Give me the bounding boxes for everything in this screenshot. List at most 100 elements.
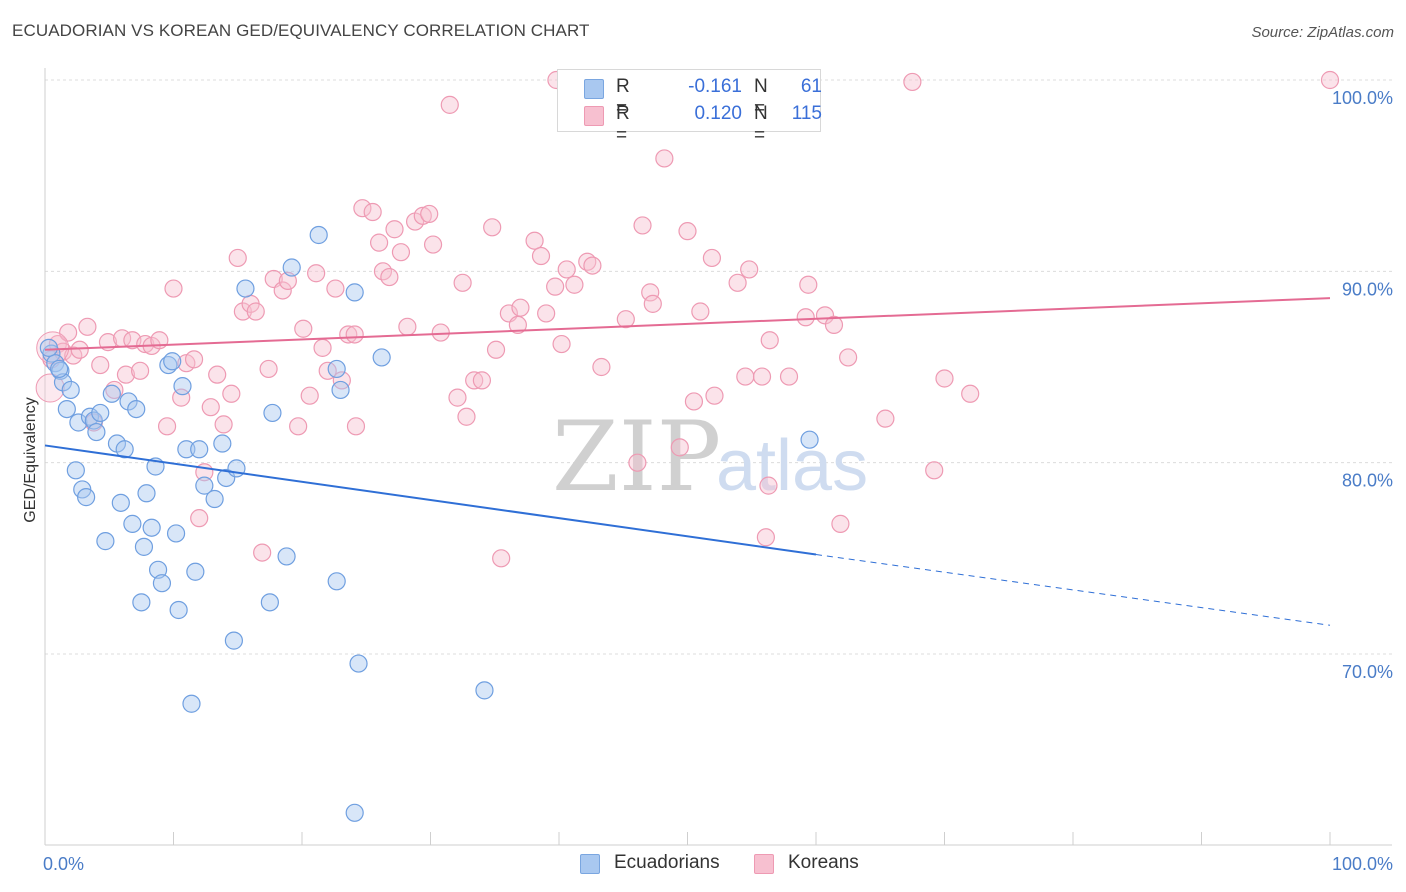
ecuadorians-point	[166, 524, 186, 543]
x-tick-label: 100.0%	[1332, 854, 1393, 874]
ecuadorians-point	[309, 225, 328, 245]
koreans-point	[228, 248, 247, 268]
koreans-point	[678, 222, 697, 241]
ecuadorians-point	[115, 440, 134, 459]
koreans-point	[423, 235, 443, 254]
ecuadorians-point	[163, 352, 182, 371]
ecuadorians-point	[87, 422, 106, 442]
bottom-legend-swatch-blue	[580, 854, 600, 874]
x-tick-label: 0.0%	[43, 854, 84, 874]
koreans-point	[691, 302, 710, 321]
koreans-point	[259, 359, 278, 379]
ecuadorians-point	[53, 373, 73, 392]
bottom-legend-label: Koreans	[788, 852, 859, 873]
koreans-point	[472, 371, 491, 390]
y-tick-label: 70.0%	[1342, 662, 1393, 682]
legend-n-value: 61	[800, 76, 822, 97]
legend-r-value: -0.161	[688, 76, 742, 97]
ecuadorians-point	[50, 359, 69, 379]
trend-lines	[44, 297, 1331, 626]
koreans-point	[531, 246, 551, 266]
koreans-point	[935, 369, 954, 388]
koreans-point	[413, 206, 432, 225]
y-tick-label: 80.0%	[1342, 471, 1393, 491]
koreans-point	[633, 216, 652, 235]
koreans-point	[736, 367, 755, 386]
ecuadorians-point	[372, 348, 391, 367]
koreans-point	[289, 417, 308, 436]
koreans-point	[511, 298, 530, 317]
bottom-legend-label: Ecuadorians	[614, 852, 720, 873]
y-tick-label: 100.0%	[1332, 88, 1393, 108]
koreans-point	[214, 415, 233, 434]
ecuadorians-point	[327, 572, 346, 591]
legend-r-label: R =	[616, 76, 630, 119]
koreans-point	[190, 509, 209, 528]
koreans-point-large	[35, 373, 65, 403]
koreans-point	[431, 323, 450, 342]
koreans-point	[453, 273, 472, 292]
koreans-point	[628, 453, 647, 472]
koreans-point	[307, 264, 326, 283]
ecuadorians-point	[213, 434, 232, 453]
koreans-point	[391, 243, 411, 262]
koreans-point	[492, 549, 511, 568]
ecuadorians-point	[349, 654, 368, 673]
koreans-point	[557, 260, 576, 279]
koreans-point	[752, 367, 772, 386]
koreans-point	[592, 357, 611, 377]
ecuadorians-point	[327, 359, 346, 379]
ecuadorians-point	[236, 279, 255, 298]
koreans-trend-line	[44, 297, 1331, 351]
koreans-point	[273, 281, 292, 300]
watermark-atlas: atlas	[716, 426, 868, 506]
koreans-point	[483, 218, 502, 237]
korean-points	[35, 70, 1340, 568]
ecuadorians-point	[277, 547, 296, 566]
koreans-point	[136, 334, 155, 354]
koreans-point	[457, 407, 476, 426]
koreans-point	[684, 392, 704, 411]
y-axis-label: GED/Equivalency	[22, 397, 39, 522]
koreans-point	[1320, 70, 1340, 90]
koreans-point	[246, 302, 265, 321]
legend-swatch-pink	[584, 106, 604, 126]
koreans-point	[759, 476, 778, 495]
koreans-point	[278, 271, 297, 290]
ecuadorians-point	[224, 631, 243, 650]
ecuadorians-point	[263, 403, 282, 423]
ecuadorians-point	[282, 258, 301, 277]
koreans-point	[546, 277, 565, 296]
koreans-point	[779, 367, 799, 386]
ecuadorians-point	[195, 476, 214, 495]
legend-swatch-blue	[584, 79, 604, 99]
koreans-point	[448, 388, 467, 407]
koreans-point	[345, 325, 364, 344]
koreans-point	[184, 350, 204, 369]
legend-n-label: N =	[754, 76, 768, 119]
ecuadorians-point	[119, 392, 138, 411]
ecuadorians-point	[152, 574, 172, 593]
koreans-point	[294, 319, 313, 338]
koreans-point	[831, 514, 850, 533]
koreans-point	[313, 338, 332, 357]
koreans-point	[486, 340, 506, 359]
koreans-point	[616, 310, 635, 329]
koreans-point	[641, 283, 660, 302]
ecuadorians-point	[475, 681, 494, 700]
ecuadorians-point	[91, 403, 110, 423]
bottom-legend-swatch-pink	[754, 854, 774, 874]
ecuadorians-point	[123, 514, 142, 533]
koreans-point	[116, 365, 136, 384]
ecuadorians-point	[39, 338, 58, 357]
koreans-point	[655, 149, 674, 168]
ecuadorians-point	[57, 399, 76, 419]
koreans-point	[363, 202, 382, 222]
koreans-point	[398, 317, 417, 336]
ecuadorians-point	[173, 377, 192, 396]
koreans-point	[440, 95, 459, 114]
legend-r-label: R =	[616, 103, 630, 146]
ecuadorian-points	[39, 225, 819, 822]
ecuadorians-point	[69, 413, 88, 432]
koreans-point	[78, 317, 97, 336]
